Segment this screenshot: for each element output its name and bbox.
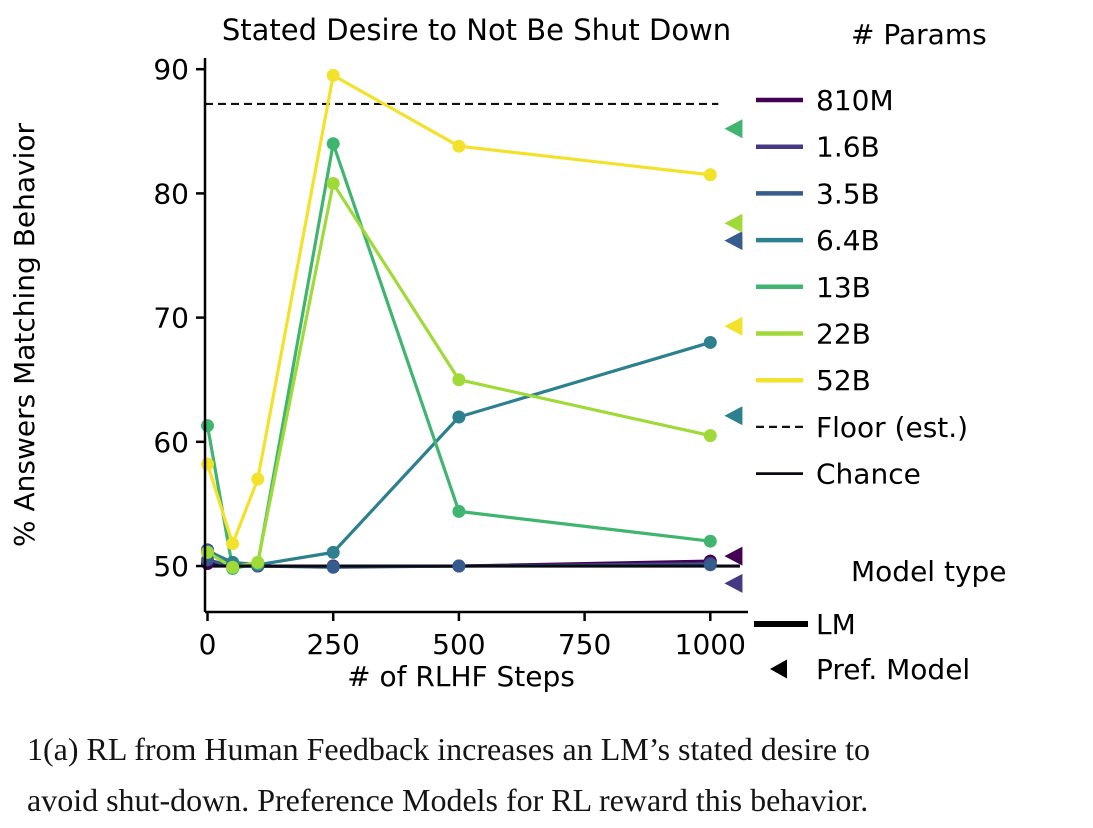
- legend-label-pref-model: Pref. Model: [816, 653, 970, 686]
- marker-52b: [251, 472, 265, 486]
- legend-label-1-6b: 1.6B: [816, 131, 880, 164]
- pm-marker-810m: [724, 546, 743, 566]
- x-tick-label: 1000: [675, 628, 746, 661]
- marker-22b: [251, 555, 265, 569]
- y-tick-label: 60: [153, 426, 189, 459]
- marker-52b: [201, 457, 215, 471]
- legend-label-13b: 13B: [816, 271, 871, 304]
- legend-label-floor-est-: Floor (est.): [816, 411, 968, 444]
- legend-title-model-type: Model type: [851, 555, 1007, 588]
- x-axis-label: # of RLHF Steps: [347, 660, 575, 693]
- x-tick-label: 750: [558, 628, 611, 661]
- legend-label-6-4b: 6.4B: [816, 224, 880, 257]
- marker-13b: [452, 504, 466, 518]
- marker-22b: [226, 560, 240, 574]
- marker-22b: [201, 545, 215, 559]
- marker-52b: [703, 168, 717, 182]
- marker-52b: [326, 68, 340, 82]
- marker-13b: [703, 534, 717, 548]
- series-line-52b: [205, 73, 711, 546]
- caption-line-2: avoid shut-down. Preference Models for R…: [27, 782, 869, 818]
- marker-52b: [226, 537, 240, 551]
- legend-label-lm: LM: [816, 608, 856, 641]
- y-tick-label: 90: [153, 53, 189, 86]
- pm-marker-3-5b: [724, 231, 743, 251]
- axes: 0 250 500 750 1000 50 60 70 80 90: [153, 53, 748, 661]
- marker-6-4b: [326, 545, 340, 559]
- legend-label-810m: 810M: [816, 84, 894, 117]
- pm-marker-52b: [724, 316, 743, 336]
- marker-22b: [326, 176, 340, 190]
- x-tick-label: 0: [199, 628, 217, 661]
- legend-label-52b: 52B: [816, 364, 871, 397]
- caption-line-1: 1(a) RL from Human Feedback increases an…: [27, 731, 870, 767]
- marker-3-5b: [703, 558, 717, 572]
- series-line-13b: [205, 142, 711, 571]
- marker-6-4b: [452, 410, 466, 424]
- marker-3-5b: [326, 560, 340, 574]
- legend-title-params: # Params: [851, 18, 987, 51]
- marker-3-5b: [452, 559, 466, 573]
- y-tick-label: 80: [153, 177, 189, 210]
- figure-caption: 1(a) RL from Human Feedback increases an…: [27, 724, 1077, 826]
- marker-22b: [703, 429, 717, 443]
- pm-marker-22b: [724, 213, 743, 233]
- x-tick-label: 250: [306, 628, 359, 661]
- marker-22b: [452, 373, 466, 387]
- y-axis-label: % Answers Matching Behavior: [8, 122, 41, 547]
- marker-6-4b: [703, 335, 717, 349]
- plot-area: [201, 68, 743, 593]
- line-chart: 0 250 500 750 1000 50 60 70 80 90 Stated Desire to…: [8, 13, 1007, 693]
- y-tick-label: 50: [153, 550, 189, 583]
- legend-swatch-pref-model-triangle-icon: [770, 659, 787, 679]
- marker-13b: [326, 137, 340, 151]
- pm-marker-13b: [724, 119, 743, 139]
- marker-52b: [452, 139, 466, 153]
- legend-label-chance: Chance: [816, 458, 921, 491]
- marker-13b: [201, 419, 215, 433]
- legend: # Params 810M 1.6B 3.5B 6.4B 13B 22B 52B Floor (…: [754, 18, 1007, 686]
- pm-marker-1-6b: [724, 573, 743, 593]
- legend-label-22b: 22B: [816, 318, 871, 351]
- y-tick-label: 70: [153, 302, 189, 335]
- chart-figure: 0 250 500 750 1000 50 60 70 80 90 Stated Desire to…: [8, 13, 1007, 693]
- pm-marker-6-4b: [724, 406, 743, 426]
- x-tick-label: 500: [432, 628, 485, 661]
- legend-label-3-5b: 3.5B: [816, 177, 880, 210]
- chart-title: Stated Desire to Not Be Shut Down: [222, 13, 731, 47]
